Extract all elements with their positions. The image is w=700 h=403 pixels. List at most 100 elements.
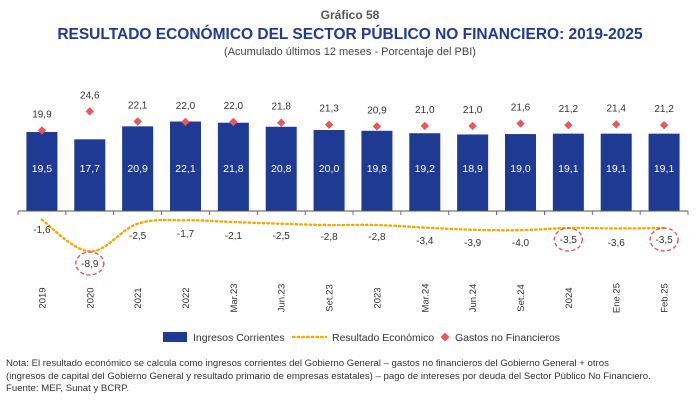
bar bbox=[313, 130, 345, 211]
line-label: -2,5 bbox=[129, 231, 147, 242]
marker bbox=[420, 121, 429, 131]
line-label: -2,5 bbox=[273, 231, 291, 242]
marker-label: 20,9 bbox=[367, 105, 387, 116]
x-tick-label: 2020 bbox=[85, 287, 96, 308]
line-label: -2,8 bbox=[320, 232, 338, 243]
bar bbox=[457, 134, 489, 211]
line-label: -3,6 bbox=[608, 238, 626, 249]
footnote-source: Fuente: MEF, Sunat y BCRP. bbox=[6, 383, 129, 394]
bar-label: 19,8 bbox=[367, 163, 388, 175]
bar-label: 20,0 bbox=[319, 163, 340, 175]
x-tick-label: Mar.23 bbox=[229, 283, 240, 312]
bar-label: 21,8 bbox=[223, 163, 244, 175]
marker bbox=[468, 121, 477, 131]
line-label: -3,9 bbox=[464, 238, 482, 249]
marker-label: 24,6 bbox=[80, 90, 100, 101]
bar-label: 19,1 bbox=[606, 163, 627, 175]
marker-label: 22,0 bbox=[224, 101, 244, 112]
bar bbox=[361, 130, 393, 211]
legend-swatch-gastos bbox=[440, 332, 450, 342]
x-tick-label: 2022 bbox=[181, 287, 192, 308]
x-tick-label: Set.23 bbox=[325, 284, 336, 311]
x-tick-label: 2023 bbox=[372, 287, 383, 308]
chart-title: RESULTADO ECONÓMICO DEL SECTOR PÚBLICO N… bbox=[57, 25, 643, 43]
x-tick-label: Jun.24 bbox=[468, 284, 479, 313]
marker bbox=[516, 119, 525, 128]
marker-label: 21,0 bbox=[463, 105, 483, 116]
chart-subtitle: (Acumulado últimos 12 meses - Porcentaje… bbox=[224, 46, 476, 58]
marker-label: 22,0 bbox=[176, 101, 196, 112]
bar-label: 18,9 bbox=[462, 163, 483, 175]
marker bbox=[133, 117, 142, 126]
bar-label: 19,5 bbox=[32, 163, 53, 175]
line-label: -1,7 bbox=[177, 229, 195, 240]
bar-label: 19,0 bbox=[510, 163, 531, 175]
bar-label: 19,2 bbox=[415, 163, 436, 175]
x-tick-label: 2021 bbox=[133, 287, 144, 308]
bar bbox=[74, 139, 106, 211]
bar bbox=[600, 133, 632, 211]
line-label: -3,4 bbox=[416, 236, 434, 247]
legend: Ingresos Corrientes Resultado Económico Ga… bbox=[163, 332, 560, 344]
bar bbox=[505, 134, 536, 211]
x-tick-label: Jun.23 bbox=[277, 284, 288, 313]
marker bbox=[324, 120, 334, 129]
marker bbox=[229, 117, 238, 127]
marker bbox=[659, 120, 669, 130]
x-tick-label: 2019 bbox=[37, 287, 48, 308]
bar bbox=[648, 133, 680, 211]
line-label: -3,5 bbox=[655, 235, 673, 246]
marker-label: 21,3 bbox=[319, 104, 339, 115]
x-tick-label: Mar.24 bbox=[420, 283, 431, 312]
marker-label: 19,9 bbox=[32, 109, 52, 120]
marker-label: 21,2 bbox=[559, 104, 579, 115]
marker-label: 21,6 bbox=[511, 103, 531, 114]
marker-label: 21,0 bbox=[415, 105, 435, 116]
marker bbox=[181, 117, 190, 127]
marker-label: 21,8 bbox=[271, 102, 291, 113]
bar-label: 17,7 bbox=[80, 163, 101, 175]
bar bbox=[170, 121, 201, 211]
bar bbox=[552, 133, 584, 211]
bar-label: 19,1 bbox=[654, 163, 675, 175]
marker bbox=[372, 122, 382, 131]
x-tick-label: Ene.25 bbox=[612, 283, 623, 313]
chart: Gráfico 58 RESULTADO ECONÓMICO DEL SECTO… bbox=[17, 8, 689, 344]
bar bbox=[217, 122, 249, 211]
line-label: -1,6 bbox=[33, 225, 51, 236]
bar bbox=[122, 126, 154, 211]
bar bbox=[409, 133, 441, 211]
line-label: -2,1 bbox=[225, 231, 243, 242]
bar-label: 19,1 bbox=[558, 163, 579, 175]
marker-label: 22,1 bbox=[128, 100, 148, 111]
footnote: Nota: El resultado económico se calcula … bbox=[6, 358, 696, 396]
bar-label: 22,1 bbox=[175, 163, 196, 175]
bar-label: 20,9 bbox=[127, 163, 148, 175]
marker bbox=[277, 118, 286, 127]
footnote-line-1: Nota: El resultado económico se calcula … bbox=[6, 358, 609, 369]
line-label: -8,9 bbox=[81, 259, 99, 270]
bar-label: 20,8 bbox=[271, 163, 292, 175]
plot-area: 19,5 17,7 20,9 22,1 21,8 20,8 20,0 19,8 19,2 18,9… bbox=[17, 90, 689, 313]
chart-supertitle: Gráfico 58 bbox=[321, 8, 380, 22]
legend-label-ingresos: Ingresos Corrientes bbox=[193, 332, 285, 344]
legend-swatch-ingresos bbox=[163, 332, 187, 342]
marker-label: 21,2 bbox=[654, 104, 674, 115]
line-label: -3,5 bbox=[560, 235, 578, 246]
highlight-circle bbox=[553, 227, 584, 252]
highlight-circle bbox=[649, 227, 679, 252]
x-tick-label: 2024 bbox=[564, 287, 575, 308]
highlight-circle bbox=[75, 251, 105, 276]
x-tick-label: Feb.25 bbox=[660, 283, 671, 313]
footnote-line-2: (ingresos de capital del Gobierno Genera… bbox=[6, 370, 651, 382]
bar bbox=[26, 132, 58, 211]
marker bbox=[37, 126, 47, 135]
bar bbox=[265, 126, 297, 211]
legend-label-resultado: Resultado Económico bbox=[332, 332, 434, 344]
marker bbox=[612, 120, 621, 129]
x-tick-label: Set.24 bbox=[516, 284, 527, 311]
marker-label: 21,4 bbox=[606, 103, 626, 114]
line-label: -4,0 bbox=[512, 238, 530, 249]
marker bbox=[564, 120, 573, 130]
marker bbox=[85, 107, 94, 116]
